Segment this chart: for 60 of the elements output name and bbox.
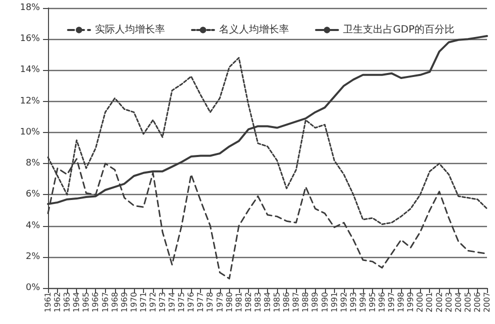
- x-tick-label: 1993: [348, 292, 358, 312]
- x-tick-label: 1979: [215, 292, 224, 312]
- x-tick-label: 1990: [320, 292, 330, 312]
- x-tick-label: 2002: [434, 292, 444, 312]
- y-tick-label: 12%: [20, 96, 40, 106]
- x-tick-label: 1992: [339, 292, 348, 312]
- y-tick-label: 6%: [26, 190, 40, 200]
- x-tick-label: 1976: [186, 292, 196, 312]
- x-tick-label: 1961: [44, 292, 52, 312]
- legend-label: 卫生支出占GDP的百分比: [343, 24, 454, 36]
- x-tick-label: 1968: [110, 292, 120, 312]
- y-tick-label: 18%: [20, 3, 40, 13]
- x-tick-label: 1965: [82, 292, 91, 312]
- x-tick-label: 1984: [263, 292, 272, 312]
- x-tick-label: 1972: [148, 292, 158, 312]
- legend-label: 名义人均增长率: [219, 24, 289, 36]
- x-tick-label: 2007: [482, 292, 492, 312]
- x-tick-label: 1974: [168, 292, 177, 312]
- x-tick-label: 1962: [53, 292, 62, 312]
- x-tick-label: 1977: [196, 292, 206, 312]
- y-tick-label: 8%: [26, 158, 40, 169]
- x-tick-label: 1985: [272, 292, 282, 312]
- y-tick-label: 4%: [26, 220, 40, 231]
- x-tick-label: 1971: [138, 292, 148, 312]
- x-tick-label: 1988: [301, 292, 310, 312]
- x-tick-label: 1967: [100, 292, 110, 312]
- x-tick-label: 1981: [234, 292, 244, 312]
- x-tick-label: 1989: [310, 292, 320, 312]
- x-tick-label: 1999: [406, 292, 416, 312]
- x-tick-label: 1978: [206, 292, 215, 312]
- y-tick-label: 10%: [20, 127, 40, 138]
- x-tick-label: 2003: [444, 292, 454, 312]
- x-tick-label: 2001: [425, 292, 434, 312]
- x-tick-label: 1983: [253, 292, 262, 312]
- x-tick-label: 1966: [91, 292, 100, 312]
- y-tick-label: 16%: [20, 34, 40, 44]
- x-tick-label: 2005: [463, 292, 472, 312]
- x-tick-label: 1997: [387, 292, 396, 312]
- x-tick-label: 1980: [224, 292, 234, 312]
- x-tick-label: 1986: [282, 292, 292, 312]
- y-tick-label: 0%: [26, 283, 40, 293]
- x-tick-label: 1982: [244, 292, 253, 312]
- y-tick-label: 14%: [20, 65, 40, 76]
- x-tick-label: 1991: [330, 292, 339, 312]
- x-tick-label: 1970: [129, 292, 138, 312]
- x-tick-label: 2006: [472, 292, 482, 312]
- x-tick-label: 2000: [416, 292, 425, 312]
- x-tick-label: 1994: [358, 292, 368, 312]
- x-tick-label: 1973: [158, 292, 168, 312]
- legend-label: 实际人均增长率: [95, 24, 165, 36]
- x-tick-label: 1987: [292, 292, 301, 312]
- x-tick-label: 2004: [454, 292, 463, 312]
- y-tick-label: 2%: [26, 252, 40, 262]
- x-tick-label: 1975: [177, 292, 186, 312]
- x-tick-label: 1995: [368, 292, 377, 312]
- x-tick-label: 1964: [72, 292, 82, 312]
- x-tick-label: 1996: [378, 292, 387, 312]
- x-tick-label: 1998: [396, 292, 406, 312]
- x-tick-label: 1969: [120, 292, 129, 312]
- x-tick-label: 1963: [62, 292, 72, 312]
